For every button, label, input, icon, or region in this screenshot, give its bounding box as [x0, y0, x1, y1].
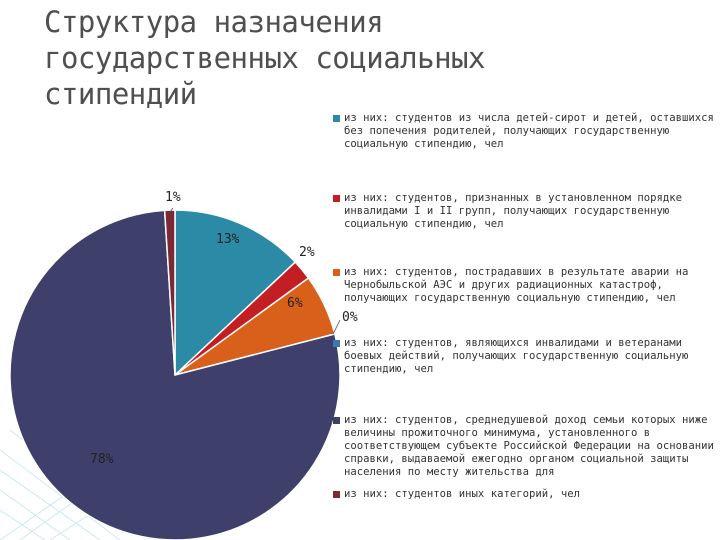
legend-swatch	[333, 195, 340, 202]
legend-swatch	[333, 269, 340, 276]
data-label-other: 1%	[165, 190, 181, 205]
leader-line-veterans	[332, 319, 341, 335]
data-label-low-income: 78%	[90, 452, 114, 467]
legend-swatch	[333, 491, 340, 498]
legend-label: из них: студентов из числа детей-сирот и…	[344, 112, 714, 150]
legend-label: из них: студентов, пострадавших в резуль…	[344, 266, 689, 304]
pie-slice-low-income	[9, 209, 341, 540]
legend-swatch	[333, 340, 340, 347]
data-label-veterans: 0%	[342, 310, 358, 325]
data-label-disabled: 2%	[299, 245, 315, 260]
legend-item-other: из них: студентов иных категорий, чел	[333, 488, 720, 501]
pie-slice-orphans	[174, 209, 297, 377]
legend-item-disabled: из них: студентов, признанных в установл…	[333, 192, 720, 231]
legend-item-low-income: из них: студентов, среднедушевой доход с…	[333, 414, 720, 479]
legend-item-veterans: из них: студентов, являющихся инвалидами…	[333, 337, 720, 376]
legend-item-orphans: из них: студентов из числа детей-сирот и…	[333, 112, 720, 151]
pie-slice-other	[163, 209, 176, 376]
data-label-chernobyl: 6%	[287, 296, 303, 311]
legend-swatch	[333, 115, 340, 122]
legend-label: из них: студентов, признанных в установл…	[344, 192, 683, 230]
legend-label: из них: студентов иных категорий, чел	[344, 488, 580, 500]
legend-swatch	[333, 417, 340, 424]
leader-line-other	[169, 207, 174, 213]
legend-label: из них: студентов, являющихся инвалидами…	[344, 337, 689, 375]
data-label-orphans: 13%	[216, 232, 240, 247]
chart-title: Структура назначения государственных соц…	[44, 5, 485, 111]
legend-label: из них: студентов, среднедушевой доход с…	[344, 414, 714, 478]
legend-item-chernobyl: из них: студентов, пострадавших в резуль…	[333, 266, 720, 305]
